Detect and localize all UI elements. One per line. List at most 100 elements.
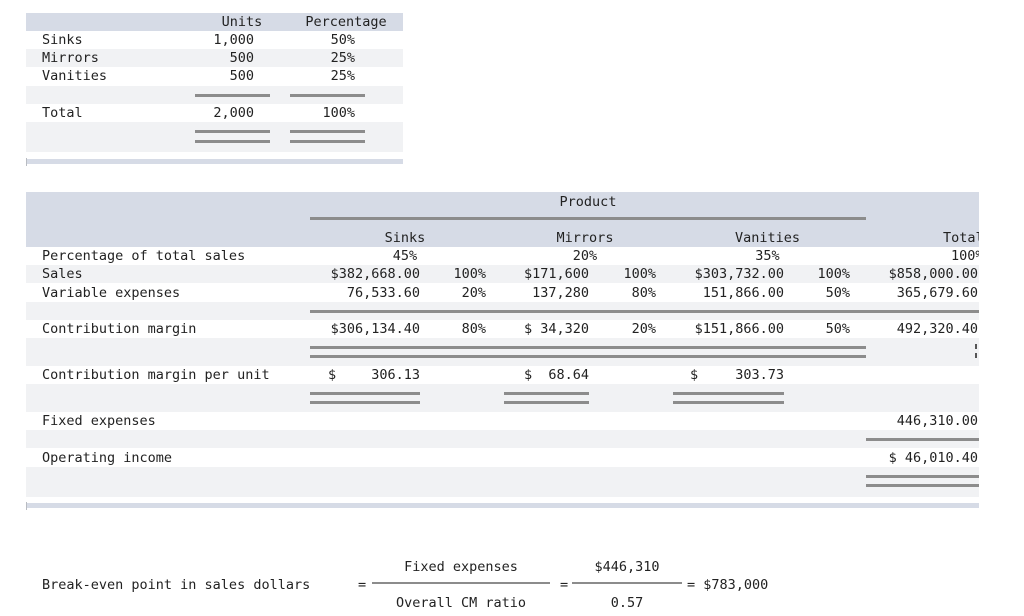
break-even-result: = $783,000 xyxy=(687,577,769,593)
pct-sinks: 50% xyxy=(330,32,355,48)
fraction-bar xyxy=(572,582,682,584)
cm-double-rule xyxy=(310,346,866,349)
variable-expenses-mirrors: 137,280 xyxy=(532,285,589,301)
units-table-footer xyxy=(26,159,403,164)
subtotal-rule xyxy=(310,310,979,313)
row-label-sinks: Sinks xyxy=(42,32,83,48)
units-column-header: Units xyxy=(221,14,263,30)
pct-total-sales-mirrors: 20% xyxy=(572,248,598,264)
row-label-sales: Sales xyxy=(42,266,83,282)
income-table-stripe xyxy=(26,384,979,412)
cm-per-unit-sinks-sign: $ xyxy=(328,367,337,383)
break-even-denominator-value: 0.57 xyxy=(610,595,644,611)
row-label-mirrors: Mirrors xyxy=(42,50,99,66)
cm-per-unit-vanities-sign: $ xyxy=(690,367,699,383)
contribution-margin-vanities-pct: 50% xyxy=(825,321,850,337)
row-label-pct-total-sales: Percentage of total sales xyxy=(42,248,246,264)
col-header-mirrors: Mirrors xyxy=(556,230,614,246)
row-label-cm-per-unit: Contribution margin per unit xyxy=(42,367,270,383)
total-double-rule xyxy=(290,140,365,143)
pct-vanities: 25% xyxy=(330,68,355,84)
units-table-footer-edge xyxy=(26,158,27,166)
operating-income-total: $ 46,010.40 xyxy=(888,450,978,466)
fraction-bar xyxy=(372,582,550,584)
units-sinks: 1,000 xyxy=(213,32,254,48)
contribution-margin-mirrors: $ 34,320 xyxy=(523,321,589,337)
sales-sinks-pct: 100% xyxy=(453,266,486,282)
income-table-stripe xyxy=(26,430,979,448)
pct-total-sales-vanities: 35% xyxy=(755,248,780,264)
contribution-margin-sinks-pct: 80% xyxy=(461,321,486,337)
row-label-contribution-margin: Contribution margin xyxy=(42,321,197,337)
cm-unit-double-rule xyxy=(673,392,784,395)
subtotal-rule xyxy=(195,94,270,97)
pct-total-sales-sinks: 45% xyxy=(392,248,418,264)
units-vanities: 500 xyxy=(229,68,254,84)
sales-vanities: $303,732.00 xyxy=(694,266,784,282)
variable-expenses-vanities-pct: 50% xyxy=(825,285,850,301)
variable-expenses-total: 365,679.60 xyxy=(896,285,978,301)
cm-unit-double-rule xyxy=(504,392,589,395)
pct-total: 100% xyxy=(322,105,355,121)
cm-double-rule xyxy=(310,355,866,358)
income-table-footer-edge xyxy=(26,502,27,510)
pct-mirrors: 25% xyxy=(330,50,355,66)
fixed-expenses-total: 446,310.00 xyxy=(896,413,978,429)
sales-mirrors: $171,600 xyxy=(523,266,589,282)
units-total: 2,000 xyxy=(213,105,254,121)
units-table-header-band xyxy=(26,13,403,31)
total-double-rule xyxy=(195,140,270,143)
variable-expenses-vanities: 151,866.00 xyxy=(702,285,784,301)
row-label-operating-income: Operating income xyxy=(42,450,173,466)
income-table-stripe xyxy=(26,265,979,283)
variable-expenses-sinks: 76,533.60 xyxy=(346,285,420,301)
col-header-sinks: Sinks xyxy=(384,230,426,246)
units-table-stripe xyxy=(26,49,403,67)
income-table-stripe xyxy=(26,467,979,497)
cm-rule-fragment xyxy=(975,353,977,358)
units-mirrors: 500 xyxy=(229,50,254,66)
break-even-equals-2: = xyxy=(560,577,569,593)
percentage-column-header: Percentage xyxy=(305,14,387,30)
units-table-stripe xyxy=(26,122,403,152)
row-label-total: Total xyxy=(42,105,83,121)
break-even-numerator-text: Fixed expenses xyxy=(404,559,518,575)
break-even-numerator-value: $446,310 xyxy=(594,559,660,575)
sales-vanities-pct: 100% xyxy=(817,266,850,282)
cm-unit-double-rule xyxy=(310,401,420,404)
fixed-expenses-rule xyxy=(866,438,979,441)
pct-total-sales-total: 100% xyxy=(951,248,979,264)
total-double-rule xyxy=(290,130,365,133)
contribution-margin-sinks: $306,134.40 xyxy=(330,321,420,337)
variable-expenses-sinks-pct: 20% xyxy=(461,285,486,301)
cm-rule-fragment xyxy=(975,344,977,349)
cm-per-unit-vanities: 303.73 xyxy=(735,367,784,383)
total-double-rule xyxy=(195,130,270,133)
sales-sinks: $382,668.00 xyxy=(330,266,420,282)
cm-per-unit-sinks: 306.13 xyxy=(371,367,420,383)
break-even-denominator-text: Overall CM ratio xyxy=(395,595,527,611)
subtotal-rule xyxy=(290,94,365,97)
sales-total: $858,000.00 xyxy=(888,266,978,282)
cm-unit-double-rule xyxy=(673,401,784,404)
sales-mirrors-pct: 100% xyxy=(623,266,656,282)
cm-unit-double-rule xyxy=(504,401,589,404)
row-label-fixed-expenses: Fixed expenses xyxy=(42,413,156,429)
contribution-margin-vanities: $151,866.00 xyxy=(694,321,784,337)
operating-income-double-rule xyxy=(866,484,979,487)
contribution-margin-mirrors-pct: 20% xyxy=(631,321,656,337)
product-header-rule xyxy=(310,217,866,220)
col-header-total: Total xyxy=(943,230,979,246)
income-table-stripe xyxy=(26,338,979,366)
row-label-vanities: Vanities xyxy=(42,68,108,84)
row-label-variable-expenses: Variable expenses xyxy=(42,285,181,301)
contribution-margin-total: 492,320.40 xyxy=(896,321,978,337)
cm-unit-double-rule xyxy=(310,392,420,395)
cm-per-unit-mirrors: $ 68.64 xyxy=(523,367,589,383)
col-header-vanities: Vanities xyxy=(734,230,801,246)
operating-income-double-rule xyxy=(866,475,979,478)
income-table-footer xyxy=(26,503,979,508)
break-even-label: Break-even point in sales dollars xyxy=(42,577,311,593)
product-header: Product xyxy=(559,194,617,210)
variable-expenses-mirrors-pct: 80% xyxy=(631,285,656,301)
